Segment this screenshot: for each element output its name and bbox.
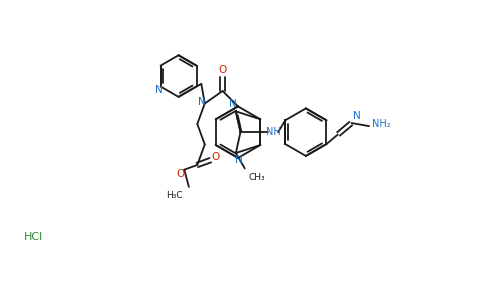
Text: N: N bbox=[235, 155, 242, 165]
Text: N: N bbox=[155, 85, 163, 95]
Text: N: N bbox=[352, 111, 360, 121]
Text: O: O bbox=[211, 152, 219, 162]
Text: HCl: HCl bbox=[24, 232, 43, 242]
Text: CH₃: CH₃ bbox=[249, 173, 265, 182]
Text: N: N bbox=[229, 99, 237, 110]
Text: H₃C: H₃C bbox=[166, 191, 183, 200]
Text: O: O bbox=[218, 65, 227, 75]
Text: NH: NH bbox=[266, 127, 281, 137]
Text: O: O bbox=[176, 169, 184, 178]
Text: NH₂: NH₂ bbox=[372, 119, 391, 129]
Text: N: N bbox=[198, 97, 206, 106]
